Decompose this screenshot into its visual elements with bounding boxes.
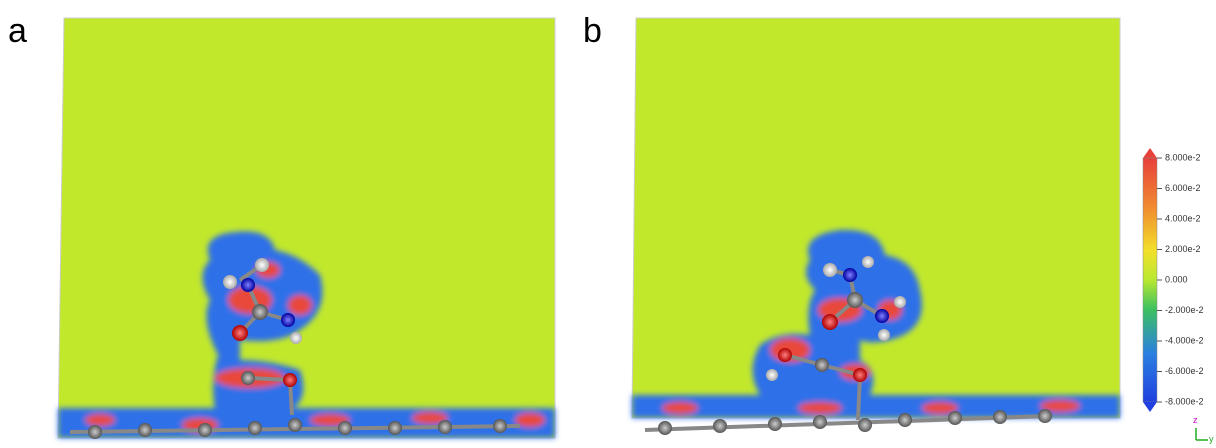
axis-label: y: [1209, 434, 1214, 444]
colorbar-tick-label: -8.000e-2: [1165, 396, 1204, 406]
colorbar-tick-label: 8.000e-2: [1165, 152, 1201, 162]
axis-label: z: [1193, 415, 1198, 425]
colorbar-tick-label: 6.000e-2: [1165, 183, 1201, 193]
colorbar-tick-label: -4.000e-2: [1165, 335, 1204, 345]
colorbar-tick-label: 0.000: [1165, 274, 1188, 284]
axis-triad: z y: [1193, 415, 1214, 444]
figure: a b: [0, 0, 1216, 448]
colorbar-tick-label: 4.000e-2: [1165, 213, 1201, 223]
colorbar-tick-label: -6.000e-2: [1165, 366, 1204, 376]
colorbar-tick-label: 2.000e-2: [1165, 244, 1201, 254]
colorbar: 8.000e-2 6.000e-2 4.000e-2 2.000e-2 0.000 -2.…: [1143, 148, 1204, 412]
panel-label: a: [8, 12, 27, 50]
colorbar-tick-label: -2.000e-2: [1165, 305, 1204, 315]
panel-label: b: [583, 12, 602, 50]
panel-b-map: [632, 18, 1120, 435]
panel-a-map: [58, 18, 555, 439]
